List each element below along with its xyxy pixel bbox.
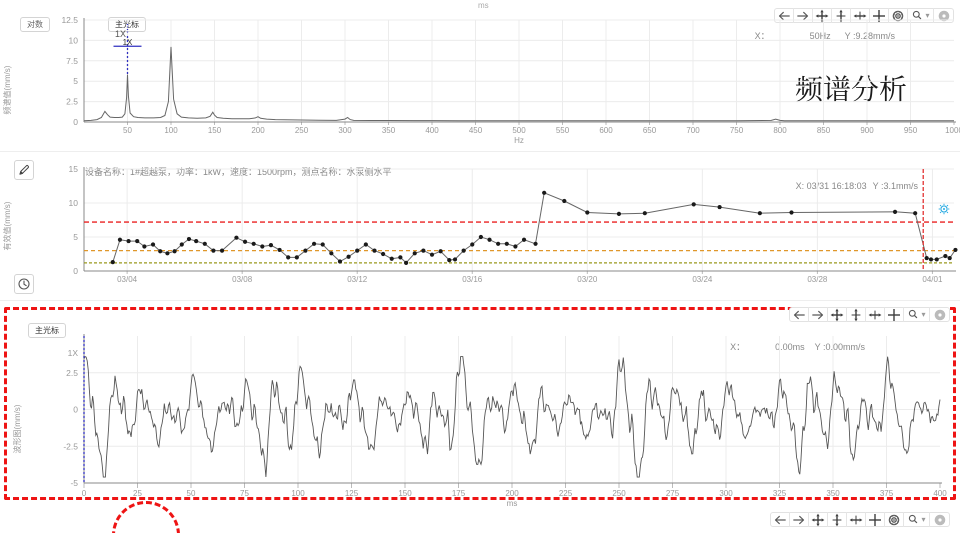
svg-text:15: 15 bbox=[69, 164, 79, 174]
svg-text:10: 10 bbox=[69, 35, 79, 45]
svg-text:03/04: 03/04 bbox=[117, 275, 138, 284]
svg-text:650: 650 bbox=[643, 126, 657, 135]
svg-text:7.5: 7.5 bbox=[66, 56, 78, 66]
svg-text:150: 150 bbox=[208, 126, 222, 135]
svg-text:225: 225 bbox=[559, 489, 573, 498]
svg-text:1X: 1X bbox=[68, 348, 79, 358]
svg-text:1000: 1000 bbox=[945, 126, 960, 135]
svg-text:750: 750 bbox=[730, 126, 744, 135]
svg-text:175: 175 bbox=[452, 489, 466, 498]
svg-text:275: 275 bbox=[666, 489, 680, 498]
svg-text:550: 550 bbox=[556, 126, 570, 135]
svg-text:2.5: 2.5 bbox=[66, 97, 78, 107]
svg-text:700: 700 bbox=[686, 126, 700, 135]
svg-text:0: 0 bbox=[73, 117, 78, 127]
svg-text:350: 350 bbox=[826, 489, 840, 498]
svg-text:450: 450 bbox=[469, 126, 483, 135]
svg-text:100: 100 bbox=[164, 126, 178, 135]
svg-text:有效值(mm/s): 有效值(mm/s) bbox=[2, 201, 12, 250]
svg-text:325: 325 bbox=[773, 489, 787, 498]
svg-text:950: 950 bbox=[904, 126, 918, 135]
svg-text:ms: ms bbox=[507, 499, 518, 508]
svg-text:500: 500 bbox=[512, 126, 526, 135]
svg-text:50: 50 bbox=[123, 126, 132, 135]
svg-text:400: 400 bbox=[933, 489, 947, 498]
svg-text:125: 125 bbox=[345, 489, 359, 498]
svg-text:1X: 1X bbox=[123, 38, 133, 47]
svg-text:150: 150 bbox=[398, 489, 412, 498]
svg-text:800: 800 bbox=[773, 126, 787, 135]
svg-text:900: 900 bbox=[860, 126, 874, 135]
svg-text:2.5: 2.5 bbox=[66, 368, 78, 378]
svg-text:375: 375 bbox=[880, 489, 894, 498]
svg-text:300: 300 bbox=[719, 489, 733, 498]
svg-text:850: 850 bbox=[817, 126, 831, 135]
svg-text:200: 200 bbox=[251, 126, 265, 135]
svg-text:频谱值(mm/s): 频谱值(mm/s) bbox=[2, 65, 12, 114]
svg-text:5: 5 bbox=[73, 76, 78, 86]
svg-text:75: 75 bbox=[240, 489, 249, 498]
svg-text:350: 350 bbox=[382, 126, 396, 135]
svg-text:400: 400 bbox=[425, 126, 439, 135]
svg-text:03/24: 03/24 bbox=[692, 275, 713, 284]
svg-text:250: 250 bbox=[612, 489, 626, 498]
svg-text:5: 5 bbox=[73, 232, 78, 242]
svg-text:-2.5: -2.5 bbox=[63, 441, 78, 451]
svg-text:25: 25 bbox=[133, 489, 142, 498]
svg-text:0: 0 bbox=[82, 489, 87, 498]
svg-text:250: 250 bbox=[295, 126, 309, 135]
svg-text:100: 100 bbox=[291, 489, 305, 498]
svg-text:04/01: 04/01 bbox=[922, 275, 943, 284]
svg-text:12.5: 12.5 bbox=[61, 15, 78, 25]
svg-text:0: 0 bbox=[73, 405, 78, 415]
svg-text:03/20: 03/20 bbox=[577, 275, 598, 284]
svg-text:03/08: 03/08 bbox=[232, 275, 253, 284]
svg-text:Hz: Hz bbox=[514, 136, 524, 145]
svg-text:50: 50 bbox=[187, 489, 196, 498]
svg-text:300: 300 bbox=[338, 126, 352, 135]
svg-text:03/16: 03/16 bbox=[462, 275, 483, 284]
svg-text:03/28: 03/28 bbox=[807, 275, 828, 284]
svg-text:600: 600 bbox=[599, 126, 613, 135]
svg-text:03/12: 03/12 bbox=[347, 275, 368, 284]
svg-text:200: 200 bbox=[505, 489, 519, 498]
svg-text:10: 10 bbox=[69, 198, 79, 208]
svg-text:-5: -5 bbox=[70, 478, 78, 488]
svg-text:波形图(mm/s): 波形图(mm/s) bbox=[12, 404, 22, 453]
svg-text:0: 0 bbox=[73, 266, 78, 276]
